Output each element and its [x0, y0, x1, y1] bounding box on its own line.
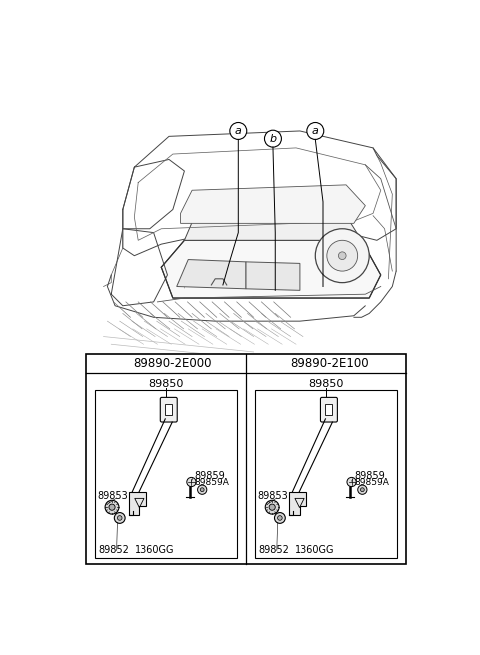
Text: 89853: 89853 — [258, 491, 288, 501]
Text: b: b — [253, 358, 260, 369]
Text: 89852: 89852 — [258, 545, 289, 555]
Bar — [95, 390, 237, 557]
FancyBboxPatch shape — [321, 398, 337, 422]
Bar — [165, 404, 172, 415]
Circle shape — [307, 122, 324, 140]
Circle shape — [109, 504, 115, 510]
Circle shape — [114, 513, 125, 523]
Text: 89850: 89850 — [148, 379, 184, 388]
Text: 89852: 89852 — [98, 545, 129, 555]
Circle shape — [118, 515, 122, 520]
Circle shape — [230, 122, 247, 140]
Polygon shape — [180, 185, 365, 223]
Circle shape — [265, 500, 279, 514]
Circle shape — [198, 485, 207, 495]
Text: 89859A: 89859A — [194, 477, 229, 487]
Bar — [325, 404, 332, 415]
Circle shape — [250, 356, 264, 371]
Polygon shape — [289, 492, 306, 515]
Circle shape — [269, 504, 275, 510]
Text: a: a — [235, 126, 242, 136]
Polygon shape — [129, 492, 145, 515]
Text: 1360GG: 1360GG — [135, 545, 174, 555]
Text: 1360GG: 1360GG — [295, 545, 335, 555]
Circle shape — [90, 356, 104, 371]
Text: 89859: 89859 — [355, 471, 385, 481]
Text: 89890-2E000: 89890-2E000 — [133, 357, 212, 370]
Bar — [255, 390, 397, 557]
Bar — [86, 354, 406, 564]
Circle shape — [187, 477, 196, 487]
Text: 89859: 89859 — [194, 471, 225, 481]
Text: 89859A: 89859A — [355, 477, 390, 487]
FancyBboxPatch shape — [160, 398, 177, 422]
Circle shape — [277, 515, 282, 520]
Text: 89850: 89850 — [308, 379, 344, 388]
Polygon shape — [246, 262, 300, 290]
Text: a: a — [93, 358, 100, 369]
Circle shape — [200, 488, 204, 492]
Circle shape — [327, 240, 358, 271]
Polygon shape — [177, 259, 246, 289]
Circle shape — [358, 485, 367, 495]
Circle shape — [264, 130, 281, 147]
Circle shape — [338, 252, 346, 259]
Circle shape — [275, 513, 285, 523]
Text: 89890-2E100: 89890-2E100 — [290, 357, 369, 370]
Polygon shape — [161, 240, 381, 298]
Polygon shape — [184, 210, 361, 240]
Text: 89853: 89853 — [97, 491, 128, 501]
Text: a: a — [312, 126, 319, 136]
Circle shape — [105, 500, 119, 514]
Circle shape — [360, 488, 364, 492]
Circle shape — [347, 477, 356, 487]
Text: b: b — [269, 134, 276, 143]
Circle shape — [315, 229, 369, 283]
